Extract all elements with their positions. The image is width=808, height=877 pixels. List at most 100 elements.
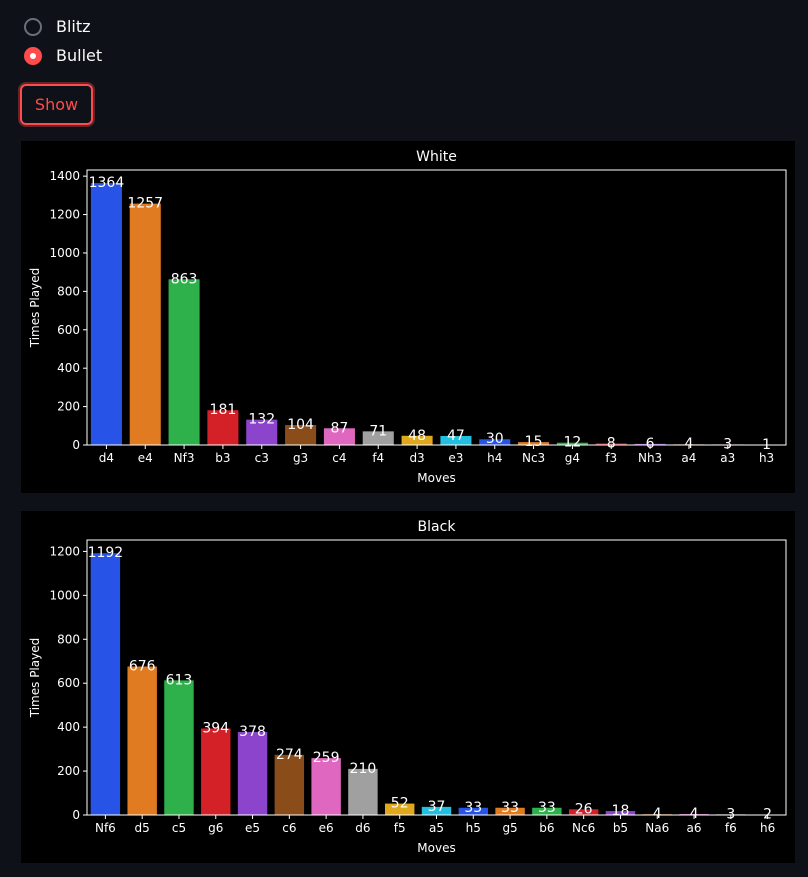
bar-f5 — [384, 803, 415, 815]
x-axis-label: Moves — [417, 841, 455, 855]
y-tick-label: 800 — [57, 632, 80, 646]
x-tick-label: f4 — [372, 451, 384, 465]
show-button[interactable]: Show — [20, 84, 93, 125]
y-axis-label: Times Played — [28, 638, 42, 718]
bar-Nh3 — [634, 443, 666, 445]
bar-value-label: 1192 — [88, 545, 124, 561]
x-tick-label: g4 — [565, 451, 580, 465]
x-tick-label: e6 — [319, 821, 334, 835]
x-tick-label: f3 — [605, 451, 617, 465]
bar-b6 — [532, 807, 562, 815]
bar-value-label: 12 — [564, 435, 582, 451]
bar-value-label: 613 — [166, 672, 193, 688]
bar-value-label: 676 — [129, 659, 156, 675]
x-tick-label: d5 — [135, 821, 150, 835]
bar-value-label: 52 — [391, 796, 409, 812]
x-tick-label: Na6 — [645, 821, 669, 835]
radio-circle-bullet[interactable] — [24, 46, 42, 65]
x-tick-label: a4 — [681, 451, 696, 465]
y-tick-label: 400 — [57, 720, 80, 734]
x-tick-label: c5 — [172, 821, 186, 835]
bar-value-label: 394 — [202, 720, 229, 736]
y-tick-label: 1200 — [49, 208, 80, 222]
bar-d5 — [127, 666, 157, 815]
x-tick-label: Nf6 — [95, 821, 116, 835]
x-tick-label: e5 — [245, 821, 260, 835]
bar-Nf6 — [90, 553, 121, 815]
bar-value-label: 47 — [447, 428, 465, 444]
x-tick-label: h3 — [759, 451, 774, 465]
move-set-radio-group: Blitz Bullet — [24, 12, 102, 70]
bar-Nc6 — [568, 809, 599, 815]
x-tick-label: c3 — [255, 451, 269, 465]
bar-d6 — [348, 768, 378, 815]
y-tick-label: 400 — [57, 361, 80, 375]
y-tick-label: 1000 — [49, 588, 80, 602]
bar-value-label: 8 — [607, 435, 616, 451]
y-tick-label: 800 — [57, 284, 80, 298]
bar-a5 — [421, 806, 452, 815]
y-tick-label: 1400 — [49, 169, 80, 183]
bar-c4 — [323, 428, 355, 445]
x-tick-label: h5 — [466, 821, 481, 835]
bar-e6 — [311, 758, 341, 815]
radio-option-bullet[interactable]: Bullet — [24, 41, 102, 70]
chart-title: Black — [418, 519, 457, 535]
x-tick-label: a5 — [429, 821, 444, 835]
y-tick-label: 0 — [72, 808, 80, 822]
x-tick-label: Nc3 — [522, 451, 545, 465]
x-tick-label: h6 — [760, 821, 775, 835]
bar-value-label: 378 — [239, 724, 266, 740]
bar-value-label: 3 — [723, 436, 732, 452]
white-moves-chart-svg: White 0 200 400 600 800 1000 1200 1400 1364 d4 1257… — [28, 149, 787, 485]
bar-value-label: 15 — [525, 434, 543, 450]
bar-Nf3 — [168, 279, 200, 445]
bar-value-label: 37 — [428, 799, 446, 815]
x-tick-label: g6 — [208, 821, 223, 835]
y-tick-label: 600 — [57, 323, 80, 337]
bar-g4 — [556, 442, 588, 445]
bar-h4 — [479, 439, 511, 445]
x-tick-label: c6 — [282, 821, 296, 835]
y-tick-label: 200 — [57, 400, 80, 414]
x-tick-label: a6 — [687, 821, 702, 835]
radio-option-blitz[interactable]: Blitz — [24, 12, 102, 41]
bar-value-label: 26 — [575, 801, 593, 817]
bar-value-label: 1257 — [127, 196, 163, 212]
bar-value-label: 274 — [276, 747, 303, 763]
plot-frame — [86, 539, 787, 816]
y-tick-label: 1200 — [49, 544, 80, 558]
black-moves-chart-svg: Black 0 200 400 600 800 1000 1200 1192 Nf6 676 d5 61… — [28, 519, 787, 855]
bar-value-label: 33 — [538, 800, 556, 816]
bar-h5 — [458, 807, 489, 815]
x-tick-label: d3 — [409, 451, 424, 465]
x-tick-label: Nc6 — [572, 821, 595, 835]
bar-c5 — [164, 680, 194, 815]
plot-frame — [86, 169, 787, 446]
radio-circle-blitz[interactable] — [24, 17, 42, 36]
bar-value-label: 210 — [350, 761, 377, 777]
chart-title: White — [416, 149, 457, 165]
bar-value-label: 132 — [248, 412, 275, 428]
white-moves-chart: White 0 200 400 600 800 1000 1200 1400 1364 d4 1257… — [21, 141, 795, 493]
bar-c6 — [274, 754, 305, 815]
x-tick-label: b3 — [215, 451, 230, 465]
x-tick-label: Nf3 — [174, 451, 195, 465]
x-tick-label: a3 — [720, 451, 735, 465]
x-tick-label: e3 — [448, 451, 463, 465]
y-axis-label: Times Played — [28, 268, 42, 348]
bar-value-label: 33 — [501, 800, 519, 816]
bar-e4 — [129, 203, 161, 445]
x-tick-label: g3 — [293, 451, 308, 465]
x-tick-label: b5 — [613, 821, 628, 835]
bar-value-label: 48 — [408, 428, 426, 444]
bar-f3 — [595, 443, 627, 445]
bar-value-label: 4 — [690, 806, 699, 822]
bar-d4 — [90, 183, 122, 445]
radio-label-blitz: Blitz — [56, 17, 91, 36]
bar-value-label: 6 — [646, 436, 655, 452]
bar-value-label: 1364 — [89, 175, 125, 191]
bar-b5 — [605, 811, 636, 815]
x-tick-label: c4 — [332, 451, 346, 465]
bar-value-label: 4 — [653, 806, 662, 822]
